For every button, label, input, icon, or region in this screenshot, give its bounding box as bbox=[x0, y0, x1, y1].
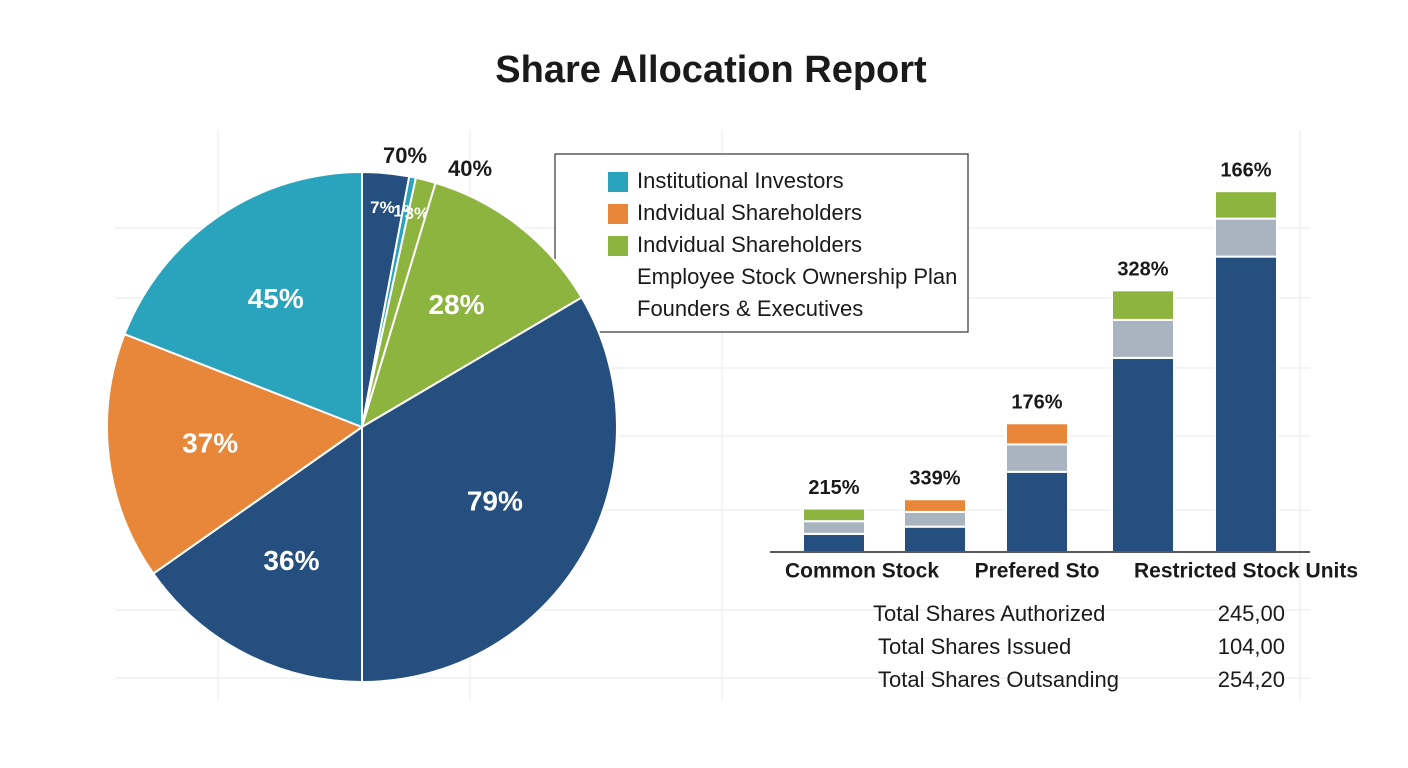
slice-label: 45% bbox=[248, 283, 304, 314]
legend-swatch bbox=[608, 236, 628, 256]
pie-slice bbox=[361, 296, 618, 684]
summary-label: Total Shares Outsanding bbox=[878, 667, 1119, 692]
legend-label: Founders & Executives bbox=[637, 296, 863, 321]
bar-segment bbox=[1005, 422, 1069, 446]
summary-value: 245,00 bbox=[1218, 601, 1285, 626]
annotation: 40% bbox=[448, 156, 492, 181]
bar-segment bbox=[802, 532, 866, 554]
bar-segment bbox=[1005, 470, 1069, 554]
legend-swatch bbox=[608, 204, 628, 224]
bar-total-label: 328% bbox=[1117, 259, 1168, 281]
bar-segment bbox=[1214, 190, 1278, 220]
legend-label: Employee Stock Ownership Plan bbox=[637, 264, 957, 289]
annotation: 70% bbox=[383, 143, 427, 168]
x-tick-label: Prefered Sto bbox=[975, 560, 1100, 583]
bar-segment bbox=[1214, 217, 1278, 258]
pie-slice bbox=[106, 332, 365, 575]
bar-segment bbox=[903, 525, 967, 553]
bar-segment bbox=[1111, 356, 1175, 553]
summary-value: 104,00 bbox=[1218, 634, 1285, 659]
x-tick-label: Common Stock bbox=[785, 560, 939, 583]
bar-segment bbox=[802, 520, 866, 535]
slice-label: 37% bbox=[182, 428, 238, 459]
slice-label: 79% bbox=[467, 485, 523, 516]
slice-label: 3% bbox=[405, 204, 430, 223]
x-tick-label: Restricted Stock Units bbox=[1134, 560, 1358, 583]
bar-total-label: 166% bbox=[1220, 159, 1271, 181]
bar-total-label: 339% bbox=[909, 468, 960, 490]
legend-label: Institutional Investors bbox=[637, 168, 844, 193]
slice-label: 7% bbox=[370, 198, 395, 217]
summary-label: Total Shares Issued bbox=[878, 634, 1071, 659]
bar-segment bbox=[903, 498, 967, 513]
title: Share Allocation Report bbox=[495, 49, 927, 91]
summary-label: Total Shares Authorized bbox=[873, 601, 1105, 626]
pie-slice bbox=[360, 181, 584, 430]
bar-total-label: 215% bbox=[808, 477, 859, 499]
bar-segment bbox=[1111, 289, 1175, 321]
bar-segment bbox=[1214, 255, 1278, 553]
legend-swatch bbox=[608, 172, 628, 192]
slice-label: 36% bbox=[263, 545, 319, 576]
bar-segment bbox=[903, 510, 967, 528]
legend-label: Indvidual Shareholders bbox=[637, 232, 862, 257]
slice-label: 28% bbox=[428, 289, 484, 320]
bar-total-label: 176% bbox=[1011, 392, 1062, 414]
pie-slice bbox=[123, 170, 363, 429]
summary-value: 254,20 bbox=[1218, 667, 1285, 692]
pie-slice bbox=[151, 425, 363, 684]
legend-label: Indvidual Shareholders bbox=[637, 200, 862, 225]
bar-segment bbox=[1111, 318, 1175, 359]
bar-segment bbox=[1005, 443, 1069, 473]
bar-segment bbox=[802, 507, 866, 523]
